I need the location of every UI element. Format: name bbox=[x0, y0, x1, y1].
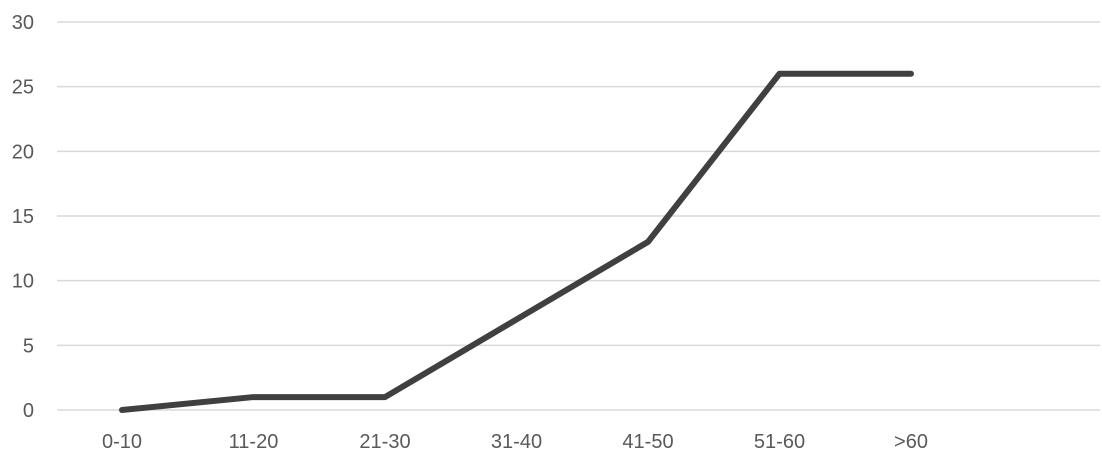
x-axis-tick-labels: 0-10 11-20 21-30 31-40 41-50 51-60 >60 bbox=[102, 431, 928, 452]
x-tick-label: 0-10 bbox=[102, 431, 142, 452]
y-tick-label: 25 bbox=[12, 77, 34, 99]
y-tick-label: 15 bbox=[12, 206, 34, 228]
x-tick-label: 41-50 bbox=[622, 431, 673, 452]
y-tick-label: 5 bbox=[23, 335, 34, 357]
x-tick-label: 31-40 bbox=[491, 431, 542, 452]
series-group bbox=[119, 70, 914, 413]
y-tick-label: 10 bbox=[12, 271, 34, 293]
grid-lines bbox=[57, 21, 1100, 411]
y-tick-label: 30 bbox=[12, 12, 34, 34]
x-tick-label: >60 bbox=[894, 431, 928, 452]
x-tick-label: 51-60 bbox=[754, 431, 805, 452]
x-tick-label: 11-20 bbox=[229, 431, 279, 452]
x-tick-label: 21-30 bbox=[359, 431, 410, 452]
y-axis-tick-labels: 0 5 10 15 20 25 30 bbox=[12, 12, 34, 422]
series-line bbox=[119, 70, 914, 413]
y-tick-label: 20 bbox=[12, 141, 34, 163]
y-tick-label: 0 bbox=[23, 400, 34, 422]
